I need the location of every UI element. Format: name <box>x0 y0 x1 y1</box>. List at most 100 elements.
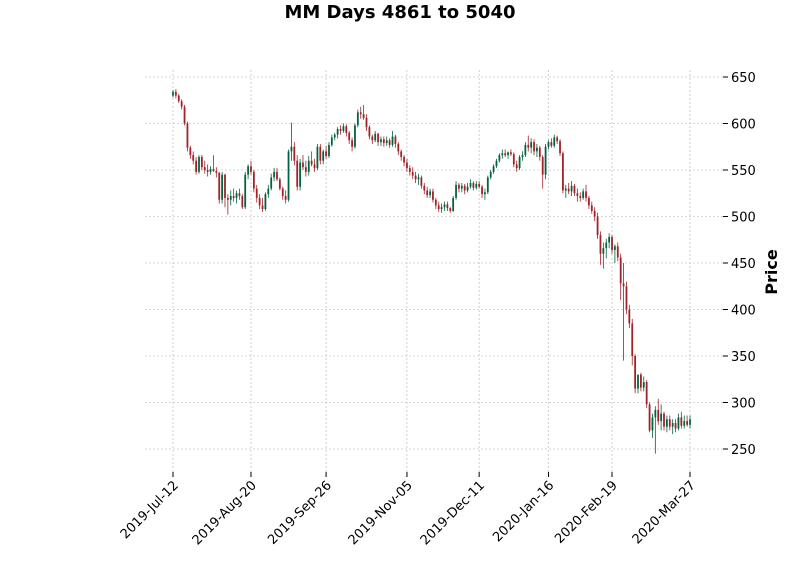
candle <box>278 177 281 191</box>
candle-body <box>276 171 278 180</box>
candle-body <box>371 136 374 141</box>
candle <box>440 203 443 213</box>
candle-body <box>408 168 411 172</box>
candle <box>458 183 460 193</box>
candle <box>290 122 293 161</box>
candle-body <box>429 191 431 196</box>
candle-body <box>501 153 504 156</box>
candle-body <box>619 257 622 284</box>
candle-body <box>460 185 463 189</box>
candle-body <box>423 185 426 191</box>
candle-body <box>564 188 567 191</box>
candle <box>226 194 229 215</box>
candle-body <box>183 106 186 124</box>
candle <box>437 201 440 212</box>
candle <box>195 156 198 175</box>
candle <box>186 121 189 152</box>
candle <box>637 374 639 394</box>
candle-body <box>351 140 353 147</box>
candle <box>198 155 200 174</box>
candle <box>302 155 304 170</box>
candle <box>460 183 463 193</box>
candle-body <box>224 174 226 198</box>
candle-body <box>403 156 405 163</box>
candle-body <box>668 419 671 427</box>
candle <box>556 135 559 144</box>
candle <box>481 184 483 198</box>
x-tick-label: 2019-Sep-26 <box>265 478 335 548</box>
candle-body <box>333 134 336 138</box>
candle-body <box>481 186 483 195</box>
candle-body <box>200 156 203 168</box>
candle <box>250 160 252 175</box>
candle <box>284 190 287 204</box>
candle-body <box>544 146 547 175</box>
x-tick-label: 2020-Feb-19 <box>552 478 621 547</box>
candle <box>200 155 203 170</box>
candle <box>642 376 645 392</box>
candle <box>316 143 319 170</box>
candle <box>307 156 310 176</box>
candle <box>579 192 582 202</box>
candle-body <box>547 142 550 147</box>
candle <box>455 181 457 200</box>
candle-body <box>449 208 452 211</box>
candle <box>322 149 325 165</box>
candle-body <box>281 188 284 197</box>
candle-body <box>206 170 209 172</box>
candle-body <box>316 146 319 169</box>
candle-body <box>385 140 388 144</box>
candle-body <box>637 374 639 389</box>
candle <box>634 354 637 394</box>
candle-body <box>261 205 264 210</box>
candle-body <box>588 197 590 206</box>
candle-body <box>452 197 455 211</box>
candle-body <box>218 172 221 200</box>
candle-body <box>302 162 304 168</box>
candle <box>449 207 452 213</box>
candle-body <box>484 192 486 195</box>
candle-body <box>342 126 345 131</box>
candle <box>671 419 674 435</box>
candle-body <box>570 185 573 192</box>
candle <box>203 160 206 174</box>
candle <box>273 168 275 182</box>
candle-body <box>463 185 466 191</box>
candle <box>538 145 541 161</box>
candle-body <box>524 144 527 156</box>
x-axis: 2019-Jul-12 2019-Aug-20 2019-Sep-26 2019-No… <box>118 472 699 548</box>
candle-body <box>579 196 582 198</box>
candle <box>588 196 590 210</box>
candle-body <box>348 132 351 141</box>
candle <box>423 183 426 195</box>
candle-body <box>293 146 296 161</box>
candle <box>446 201 449 211</box>
candle <box>527 135 530 152</box>
candle <box>677 413 680 431</box>
candle-body <box>432 191 434 200</box>
candle <box>507 151 509 159</box>
y-tick-label: 350 <box>731 350 756 365</box>
candle <box>215 167 218 178</box>
candle <box>172 90 174 98</box>
candle-body <box>426 190 429 196</box>
candle-body <box>686 421 689 425</box>
candle-body <box>356 112 359 126</box>
candle-body <box>527 144 530 148</box>
candle-body <box>354 125 356 147</box>
candle <box>385 136 388 146</box>
candle <box>192 151 195 165</box>
candle <box>550 138 553 148</box>
candle <box>206 164 209 177</box>
candle-body <box>362 114 365 118</box>
candle-body <box>489 171 492 178</box>
x-tick-label: 2019-Jul-12 <box>118 478 182 542</box>
candle <box>599 231 602 265</box>
candle <box>651 413 654 438</box>
candle-body <box>284 196 287 200</box>
candle <box>648 402 651 433</box>
candle-body <box>469 183 472 187</box>
candle <box>319 143 322 165</box>
candle-body <box>642 382 645 388</box>
